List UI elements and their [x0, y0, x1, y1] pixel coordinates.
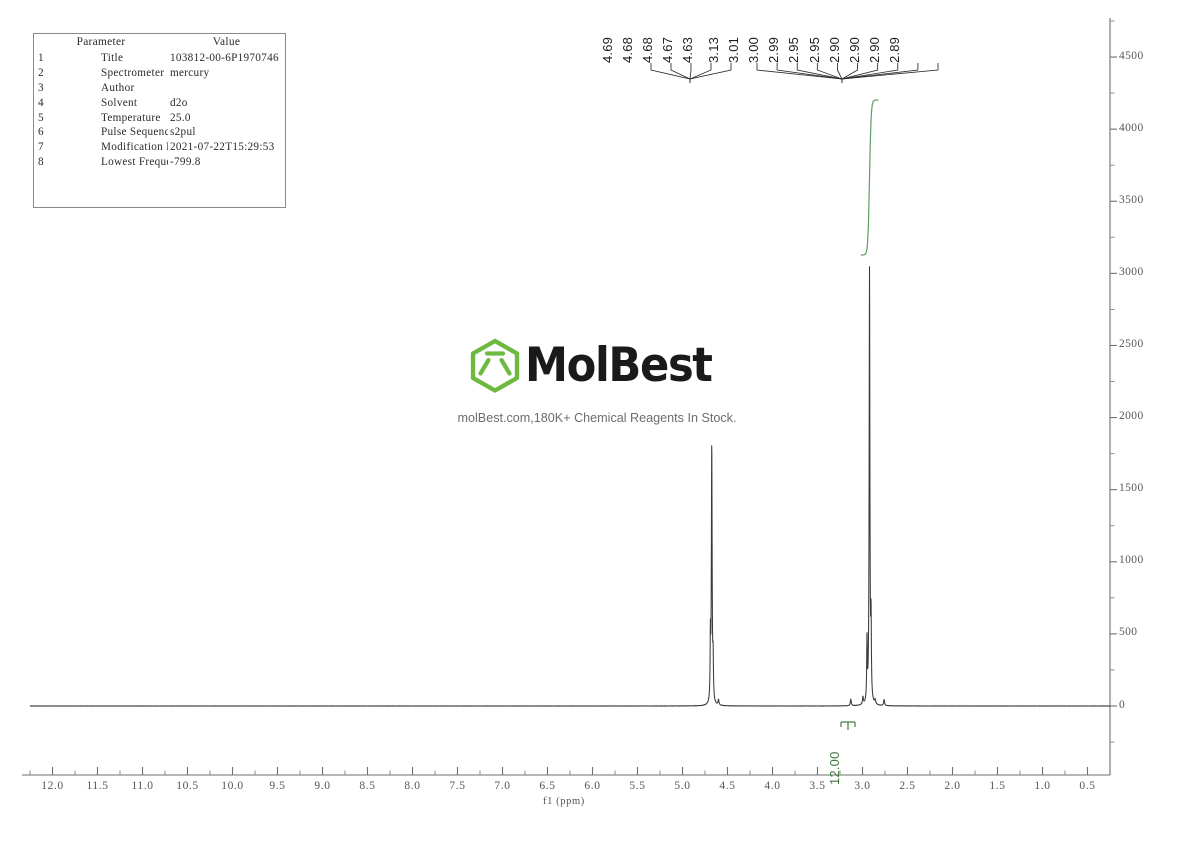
x-tick-label: 2.5	[899, 780, 915, 792]
x-tick-label: 5.0	[674, 780, 690, 792]
parameter-name: Modification Date	[101, 140, 168, 155]
parameter-row: 4 Solvent d2o	[34, 95, 285, 110]
parameter-index: 1	[34, 51, 101, 66]
y-tick-label: 2500	[1119, 338, 1144, 350]
watermark: MolBest molBest.com,180K+ Chemical Reage…	[447, 335, 747, 425]
parameter-index: 7	[34, 140, 101, 155]
parameter-name: Temperature	[101, 110, 168, 125]
spectrum-trace	[30, 267, 1110, 706]
x-tick-label: 7.0	[494, 780, 510, 792]
integral-curve	[861, 100, 879, 255]
x-tick-label: 9.5	[269, 780, 285, 792]
parameter-row: 8Lowest Frequency-799.8	[34, 154, 285, 169]
parameter-row: 3 Author	[34, 81, 285, 96]
parameter-index: 2	[34, 66, 101, 81]
nmr-spectrum-page: Parameter Value 1 Title 103812-00-6P197074…	[0, 0, 1190, 841]
y-tick-label: 1000	[1119, 554, 1144, 566]
x-axis	[22, 767, 1110, 775]
parameter-index: 6	[34, 125, 101, 140]
x-tick-label: 3.0	[854, 780, 870, 792]
y-tick-label: 500	[1119, 626, 1137, 638]
value-column-header: Value	[168, 34, 285, 51]
parameter-index: 8	[34, 154, 101, 169]
y-tick-label: 2000	[1119, 410, 1144, 422]
parameter-value: s2pul	[168, 125, 285, 140]
x-tick-label: 11.5	[86, 780, 108, 792]
parameter-table: Parameter Value 1 Title 103812-00-6P197074…	[33, 33, 286, 208]
parameter-value: 25.0	[168, 110, 285, 125]
parameter-index: 3	[34, 81, 101, 96]
x-tick-label: 7.5	[449, 780, 465, 792]
parameter-column-header: Parameter	[34, 34, 168, 51]
y-tick-label: 4500	[1119, 50, 1144, 62]
parameter-value: mercury	[168, 66, 285, 81]
parameter-row: 6 Pulse Sequence s2pul	[34, 125, 285, 140]
y-tick-label: 3000	[1119, 266, 1144, 278]
hexagon-logo-icon	[467, 337, 523, 393]
parameter-name: Title	[101, 51, 168, 66]
parameter-value	[168, 81, 285, 96]
y-tick-label: 1500	[1119, 482, 1144, 494]
x-tick-label: 2.0	[944, 780, 960, 792]
parameter-name: Solvent	[101, 95, 168, 110]
x-tick-label: 12.0	[41, 780, 64, 792]
multiplet-connectors	[651, 63, 938, 83]
x-tick-label: 10.0	[221, 780, 244, 792]
peak-label: 2.89	[887, 37, 933, 63]
y-tick-label: 0	[1119, 699, 1125, 711]
y-tick-label: 3500	[1119, 194, 1144, 206]
x-tick-label: 5.5	[629, 780, 645, 792]
x-tick-label: 11.0	[131, 780, 153, 792]
x-tick-label: 4.0	[764, 780, 780, 792]
parameter-value: 103812-00-6P1970746	[168, 51, 285, 66]
integral-bracket	[841, 722, 855, 730]
x-tick-label: 10.5	[176, 780, 199, 792]
y-axis	[1110, 18, 1117, 775]
x-tick-label: 6.5	[539, 780, 555, 792]
integral-value-label: 12.00	[827, 751, 842, 785]
parameter-name: Lowest Frequency	[101, 154, 168, 169]
x-tick-label: 1.0	[1034, 780, 1050, 792]
watermark-brand: MolBest	[525, 342, 712, 389]
parameter-value: 2021-07-22T15:29:53	[168, 140, 285, 155]
parameter-name: Pulse Sequence	[101, 125, 168, 140]
watermark-logo-row: MolBest	[447, 335, 747, 395]
y-tick-label: 4000	[1119, 122, 1144, 134]
x-tick-label: 9.0	[314, 780, 330, 792]
parameter-row: 7Modification Date2021-07-22T15:29:53	[34, 140, 285, 155]
parameter-name: Author	[101, 81, 168, 96]
x-axis-title: f1 (ppm)	[543, 796, 585, 807]
parameter-row: 2 Spectrometer mercury	[34, 66, 285, 81]
parameter-value: d2o	[168, 95, 285, 110]
parameter-row: 5 Temperature 25.0	[34, 110, 285, 125]
x-tick-label: 4.5	[719, 780, 735, 792]
x-tick-label: 8.5	[359, 780, 375, 792]
parameter-table-header-row: Parameter Value	[34, 34, 285, 51]
parameter-index: 4	[34, 95, 101, 110]
x-tick-label: 6.0	[584, 780, 600, 792]
parameter-index: 5	[34, 110, 101, 125]
parameter-name: Spectrometer	[101, 66, 168, 81]
parameter-value: -799.8	[168, 154, 285, 169]
x-tick-label: 3.5	[809, 780, 825, 792]
x-tick-label: 8.0	[404, 780, 420, 792]
x-tick-label: 0.5	[1079, 780, 1095, 792]
parameter-row: 1 Title 103812-00-6P1970746	[34, 51, 285, 66]
watermark-tagline: molBest.com,180K+ Chemical Reagents In S…	[447, 411, 747, 425]
x-tick-label: 1.5	[989, 780, 1005, 792]
